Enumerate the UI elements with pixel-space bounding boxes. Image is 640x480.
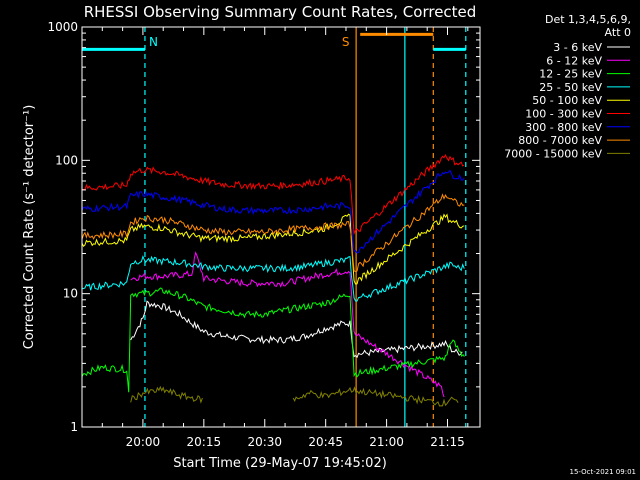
series-line-8 xyxy=(130,385,459,407)
legend-label: 12 - 25 keV xyxy=(539,68,602,81)
legend-label: 25 - 50 keV xyxy=(539,81,602,94)
x-tick-label: 21:15 xyxy=(430,435,465,449)
legend-label: 50 - 100 keV xyxy=(532,94,602,107)
y-tick-label: 10 xyxy=(63,287,78,301)
plot-frame xyxy=(81,26,481,428)
series-line-1 xyxy=(130,251,445,398)
x-tick-label: 20:00 xyxy=(126,435,161,449)
legend-header-line-1: Det 1,3,4,5,6,9, xyxy=(545,13,631,26)
legend-label: 7000 - 15000 keV xyxy=(504,147,602,160)
x-tick-label: 20:45 xyxy=(308,435,343,449)
series-line-4 xyxy=(81,213,465,285)
series-line-6 xyxy=(81,169,465,254)
legend-label: 3 - 6 keV xyxy=(553,41,602,54)
timestamp: 15-Oct-2021 09:01 xyxy=(570,468,636,476)
series-line-2 xyxy=(81,287,465,393)
y-tick-label: 100 xyxy=(55,153,78,167)
flag-annotation: S xyxy=(342,35,350,49)
legend-label: 6 - 12 keV xyxy=(546,54,602,67)
series-line-5 xyxy=(81,154,465,236)
legend-label: 100 - 300 keV xyxy=(525,108,602,121)
series-line-3 xyxy=(81,255,465,302)
legend-label: 300 - 800 keV xyxy=(525,121,602,134)
x-axis-label: Start Time (29-May-07 19:45:02) xyxy=(173,456,387,471)
y-axis-label: Corrected Count Rate (s⁻¹ detector⁻¹) xyxy=(22,105,37,350)
y-tick-label: 1000 xyxy=(47,20,78,34)
x-tick-label: 21:00 xyxy=(369,435,404,449)
y-tick-label: 1 xyxy=(70,420,78,434)
x-tick-label: 20:30 xyxy=(247,435,282,449)
chart-title: RHESSI Observing Summary Count Rates, Co… xyxy=(84,3,477,21)
x-tick-label: 20:15 xyxy=(187,435,222,449)
series-line-0 xyxy=(130,300,463,359)
legend-header-line-2: Att 0 xyxy=(605,26,631,39)
flag-annotation: N xyxy=(149,35,158,49)
legend-label: 800 - 7000 keV xyxy=(518,134,602,147)
series-line-7 xyxy=(81,193,465,273)
